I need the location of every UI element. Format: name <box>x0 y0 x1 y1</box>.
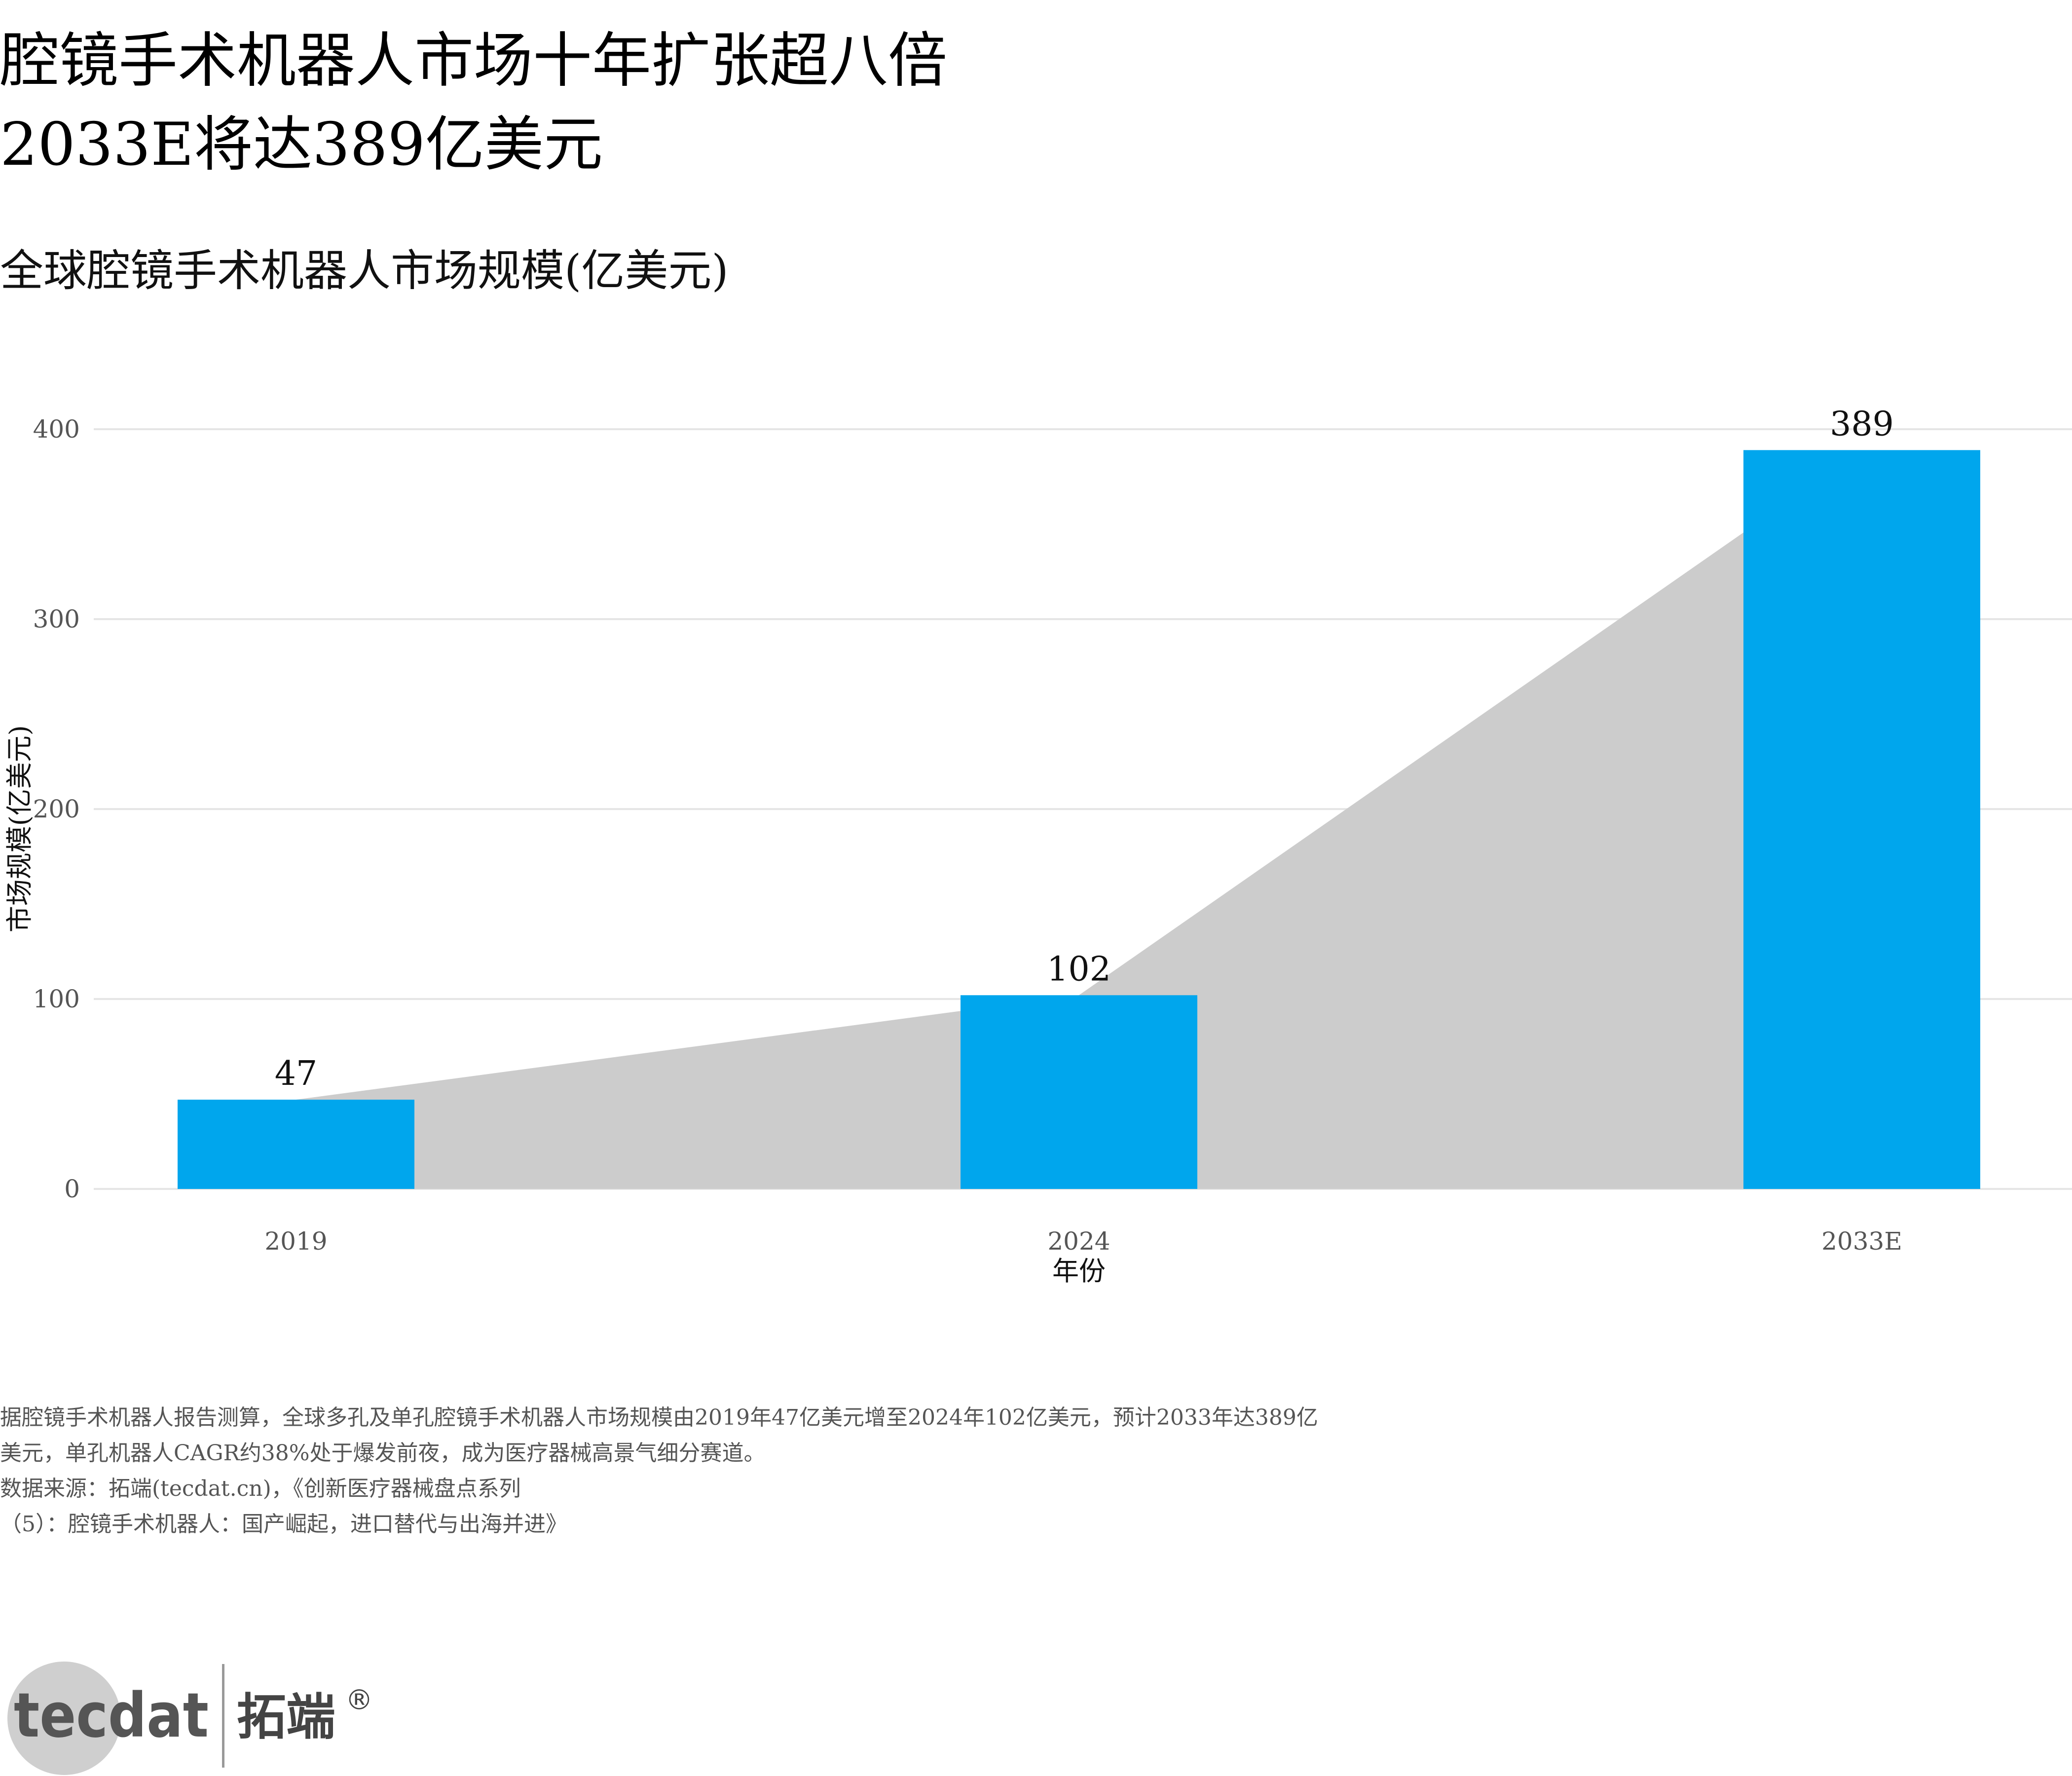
bar-2019 <box>178 1100 414 1189</box>
brand-logo: tecdat 拓端 ® <box>7 1662 373 1775</box>
y-axis-title: 市场规模(亿美元) <box>4 725 35 932</box>
x-tick-label: 2033E <box>1821 1227 1902 1256</box>
chart-title-line2: 2033E将达389亿美元 <box>0 111 603 179</box>
bar-2024 <box>961 995 1197 1189</box>
logo-circle <box>7 1662 121 1775</box>
x-tick-label: 2019 <box>264 1227 327 1256</box>
source-line2: （5）：腔镜手术机器人：国产崛起，进口替代与出海并进》 <box>0 1512 567 1537</box>
source-line1: 数据来源：拓端(tecdat.cn)，《创新医疗器械盘点系列 <box>0 1476 521 1501</box>
y-tick-label: 200 <box>33 795 80 823</box>
logo-wordmark: tecdat <box>14 1680 209 1751</box>
background-area <box>296 450 1862 1189</box>
chart-subtitle: 全球腔镜手术机器人市场规模(亿美元) <box>0 245 729 296</box>
footnote-line2: 美元，单孔机器人CAGR约38%处于爆发前夜，成为医疗器械高景气细分赛道。 <box>0 1441 766 1466</box>
x-axis-title: 年份 <box>1052 1256 1106 1287</box>
footnote-line1: 据腔镜手术机器人报告测算，全球多孔及单孔腔镜手术机器人市场规模由2019年47亿… <box>0 1405 1318 1430</box>
brand-name: 拓端 <box>237 1688 335 1746</box>
y-tick-label: 0 <box>64 1175 80 1203</box>
x-tick-label: 2024 <box>1047 1227 1110 1256</box>
y-tick-label: 100 <box>33 985 80 1013</box>
bar-chart: 0 100 200 300 400 47 2019 102 2024 389 2033E 年份 市场规模… <box>4 405 2072 1287</box>
data-label: 47 <box>275 1054 318 1093</box>
data-label: 389 <box>1830 405 1894 444</box>
bar-2033E <box>1743 450 1980 1189</box>
y-tick-label: 300 <box>33 605 80 633</box>
brand-registered-mark: ® <box>345 1684 373 1716</box>
chart-title-line1: 腔镜手术机器人市场十年扩张超八倍 <box>0 27 947 95</box>
data-label: 102 <box>1047 950 1111 989</box>
y-tick-label: 400 <box>33 415 80 444</box>
logo-divider <box>222 1664 224 1768</box>
